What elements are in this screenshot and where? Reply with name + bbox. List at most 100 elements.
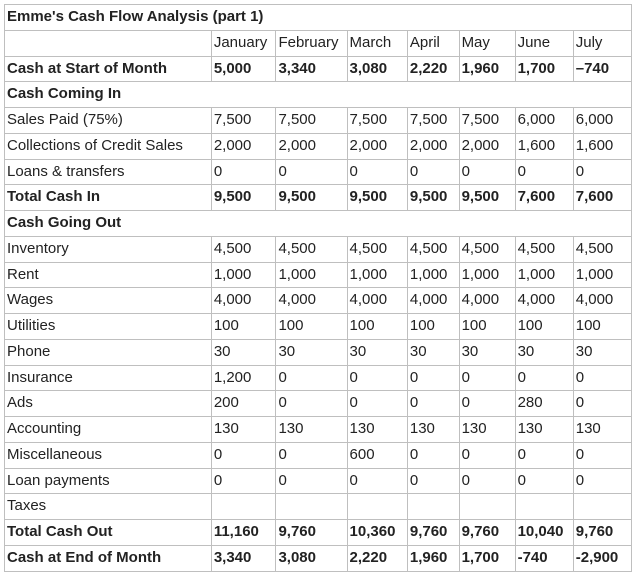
section-header: Cash Coming In	[5, 82, 632, 108]
cell: 9,760	[276, 520, 347, 546]
row-label: Rent	[5, 262, 212, 288]
month-header: February	[276, 30, 347, 56]
cell	[347, 494, 407, 520]
cell: 2,000	[211, 133, 276, 159]
cell: 0	[347, 391, 407, 417]
cell: 9,500	[211, 185, 276, 211]
cell: 1,000	[407, 262, 459, 288]
cell: 0	[515, 365, 573, 391]
cell: 4,500	[407, 236, 459, 262]
month-header: July	[573, 30, 631, 56]
cell: 1,600	[573, 133, 631, 159]
cell: 9,500	[459, 185, 515, 211]
table-row: Miscellaneous006000000	[5, 442, 632, 468]
cell: 1,000	[347, 262, 407, 288]
cell: 7,500	[347, 108, 407, 134]
cell: 4,000	[211, 288, 276, 314]
cell: 100	[347, 314, 407, 340]
cell: 10,040	[515, 520, 573, 546]
cell: 4,500	[276, 236, 347, 262]
header-blank	[5, 30, 212, 56]
cell: 1,000	[515, 262, 573, 288]
table-row: Wages4,0004,0004,0004,0004,0004,0004,000	[5, 288, 632, 314]
table-row: Ads20000002800	[5, 391, 632, 417]
cell: 1,700	[459, 545, 515, 571]
row-label: Accounting	[5, 417, 212, 443]
cell: 4,500	[347, 236, 407, 262]
cell: 0	[347, 159, 407, 185]
cell: 0	[459, 468, 515, 494]
cell: 2,000	[347, 133, 407, 159]
cell: 4,000	[407, 288, 459, 314]
cell: 0	[211, 468, 276, 494]
cell: 0	[276, 442, 347, 468]
cell: 0	[407, 442, 459, 468]
cell: 4,500	[211, 236, 276, 262]
cell: 7,500	[407, 108, 459, 134]
cell: 9,500	[347, 185, 407, 211]
cell: 1,000	[459, 262, 515, 288]
table-title: Emme's Cash Flow Analysis (part 1)	[5, 5, 632, 31]
cell: 30	[515, 339, 573, 365]
row-label: Collections of Credit Sales	[5, 133, 212, 159]
cell: 3,080	[276, 545, 347, 571]
cell: 4,500	[573, 236, 631, 262]
cell: 30	[347, 339, 407, 365]
cell: 4,000	[573, 288, 631, 314]
cell: 0	[573, 365, 631, 391]
cell: 4,000	[459, 288, 515, 314]
row-label: Utilities	[5, 314, 212, 340]
cell: 0	[515, 468, 573, 494]
cell	[407, 494, 459, 520]
cell: 130	[573, 417, 631, 443]
header-row: JanuaryFebruaryMarchAprilMayJuneJuly	[5, 30, 632, 56]
row-label: Phone	[5, 339, 212, 365]
table-row: Rent1,0001,0001,0001,0001,0001,0001,000	[5, 262, 632, 288]
cell: 3,340	[211, 545, 276, 571]
table-row: Total Cash Out11,1609,76010,3609,7609,76…	[5, 520, 632, 546]
cell: 30	[573, 339, 631, 365]
cell: 0	[276, 468, 347, 494]
cell: 0	[407, 391, 459, 417]
table-row: Cash at Start of Month5,0003,3403,0802,2…	[5, 56, 632, 82]
cell: 2,000	[407, 133, 459, 159]
cell	[515, 494, 573, 520]
cell: 7,500	[211, 108, 276, 134]
cell: 600	[347, 442, 407, 468]
cell: 11,160	[211, 520, 276, 546]
row-label: Ads	[5, 391, 212, 417]
cell: 0	[459, 159, 515, 185]
row-label: Sales Paid (75%)	[5, 108, 212, 134]
row-label: Loan payments	[5, 468, 212, 494]
cell: 1,960	[459, 56, 515, 82]
cell: 9,500	[276, 185, 347, 211]
cell: 0	[459, 391, 515, 417]
cell: 9,760	[407, 520, 459, 546]
cell: 1,000	[276, 262, 347, 288]
cell: 130	[347, 417, 407, 443]
table-row: Taxes	[5, 494, 632, 520]
cell	[573, 494, 631, 520]
row-label: Total Cash Out	[5, 520, 212, 546]
cell: 7,600	[573, 185, 631, 211]
cashflow-table: Emme's Cash Flow Analysis (part 1)Januar…	[4, 4, 632, 572]
cell: 100	[407, 314, 459, 340]
cell: 1,700	[515, 56, 573, 82]
cell: 2,220	[347, 545, 407, 571]
cell: 0	[459, 365, 515, 391]
cell: 0	[407, 468, 459, 494]
cell: 1,000	[211, 262, 276, 288]
cell: 280	[515, 391, 573, 417]
cell: 130	[459, 417, 515, 443]
cell: 30	[407, 339, 459, 365]
cell: 100	[276, 314, 347, 340]
cell: 7,500	[459, 108, 515, 134]
row-label: Loans & transfers	[5, 159, 212, 185]
cell: 7,500	[276, 108, 347, 134]
cell: 0	[407, 159, 459, 185]
cell: 1,600	[515, 133, 573, 159]
cell: 0	[407, 365, 459, 391]
table-row: Phone30303030303030	[5, 339, 632, 365]
table-row: Sales Paid (75%)7,5007,5007,5007,5007,50…	[5, 108, 632, 134]
cell	[276, 494, 347, 520]
